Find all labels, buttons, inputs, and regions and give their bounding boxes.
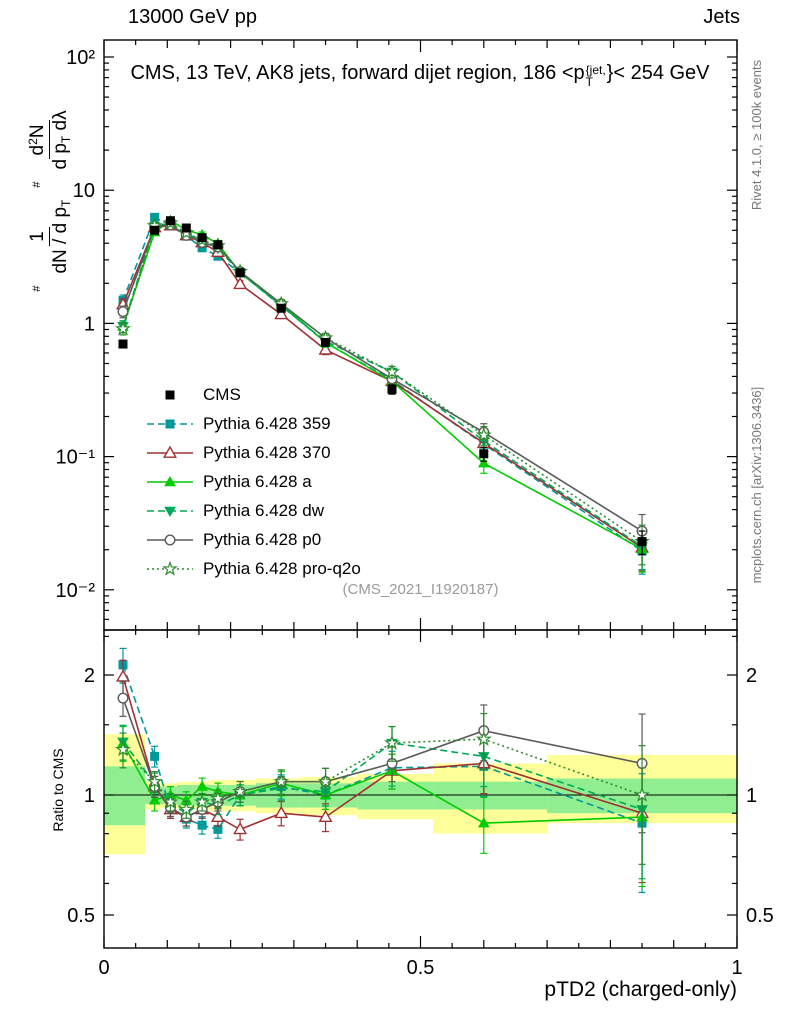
svg-text:10²: 10² [66,47,95,69]
ylabel-fraction-2: d2N d pT dλ [25,108,74,171]
legend-label: Pythia 6.428 p0 [203,529,322,549]
legend-label: Pythia 6.428 a [203,471,312,491]
analysis-id-watermark: (CMS_2021_I1920187) [342,581,499,598]
legend-label: Pythia 6.428 370 [203,442,331,462]
den-text: dN / d p [49,206,71,274]
fraction-numerator: 1 [26,227,50,246]
legend-swatch [147,533,193,546]
legend-swatch [147,419,193,428]
svg-text:1: 1 [731,957,742,979]
legend-item: Pythia 6.428 359 [146,409,361,438]
num-superscript: 2 [25,138,40,145]
legend-item: Pythia 6.428 pro-q2o [146,554,361,583]
hash-symbol: # [31,181,43,188]
svg-text:10⁻¹: 10⁻¹ [56,447,96,469]
fraction-denominator: d pT dλ [50,108,74,171]
legend-label: Pythia 6.428 359 [203,413,331,433]
legend-item: Pythia 6.428 370 [146,438,361,467]
svg-text:0.5: 0.5 [67,905,95,927]
legend-label: Pythia 6.428 dw [203,500,324,520]
legend-label: Pythia 6.428 pro-q2o [203,558,361,578]
hash-symbol: # [31,285,43,292]
legend-item: Pythia 6.428 a [146,467,361,496]
pt-superscript: {jet, [585,63,606,77]
legend-label: CMS [203,384,241,404]
den-text: d p [49,143,71,170]
svg-text:0.5: 0.5 [746,905,774,927]
den-subscript: T [58,199,73,207]
main-y-axis-title: # 1 dN / d pT # d2N d pT dλ [18,38,82,362]
legend-item: Pythia 6.428 dw [146,496,361,525]
pt-jet-stack: {jet, T [586,64,606,88]
svg-text:10⁻²: 10⁻² [56,580,96,602]
legend-swatch [147,475,193,486]
fraction-denominator: dN / d pT [50,198,74,276]
legend-swatch [147,506,193,517]
plot-title-post: }< 254 GeV [606,62,710,84]
den-subscript: T [58,135,73,144]
svg-text:10: 10 [73,180,95,202]
x-axis-title: pTD2 (charged-only) [544,978,737,1001]
legend-item: CMS [146,380,361,409]
analysis-group-label: Jets [703,6,740,28]
legend-item: Pythia 6.428 p0 [146,525,361,554]
legend-swatch [147,560,193,576]
svg-text:2: 2 [746,665,757,687]
svg-text:2: 2 [84,665,95,687]
plot-title: CMS, 13 TeV, AK8 jets, forward dijet reg… [70,62,770,88]
svg-text:1: 1 [84,313,95,335]
axis-tick-labels: 10² 10 1 10⁻¹ 10⁻² 2 2 1 1 0.5 0.5 0 0.5 1 [56,47,774,979]
svg-text:0.5: 0.5 [407,957,435,979]
series-cms-data [118,216,647,556]
num-text: N [26,124,48,139]
rivet-version-note: Rivet 4.1.0, ≥ 100k events [749,59,764,211]
legend: CMS Pythia 6.428 359 Pythia 6.428 370 Pythi… [146,380,361,583]
den-text: dλ [49,110,71,136]
legend-swatch [165,390,175,399]
fraction-numerator: d2N [25,120,50,160]
plot-title-pre: CMS, 13 TeV, AK8 jets, forward dijet reg… [130,62,585,84]
num-text: d [26,144,48,156]
legend-swatch [147,445,193,458]
svg-text:1: 1 [746,785,757,807]
svg-text:1: 1 [84,785,95,807]
svg-text:0: 0 [98,957,109,979]
beam-energy-label: 13000 GeV pp [128,6,257,28]
ylabel-fraction-1: 1 dN / d pT [26,198,74,276]
pt-subscript: T [585,75,593,89]
axis-ticks [103,40,738,948]
mcplots-citation-note: mcplots.cern.ch [arXiv:1306.3436] [749,386,764,584]
ratio-y-axis-title: Ratio to CMS [50,748,66,832]
